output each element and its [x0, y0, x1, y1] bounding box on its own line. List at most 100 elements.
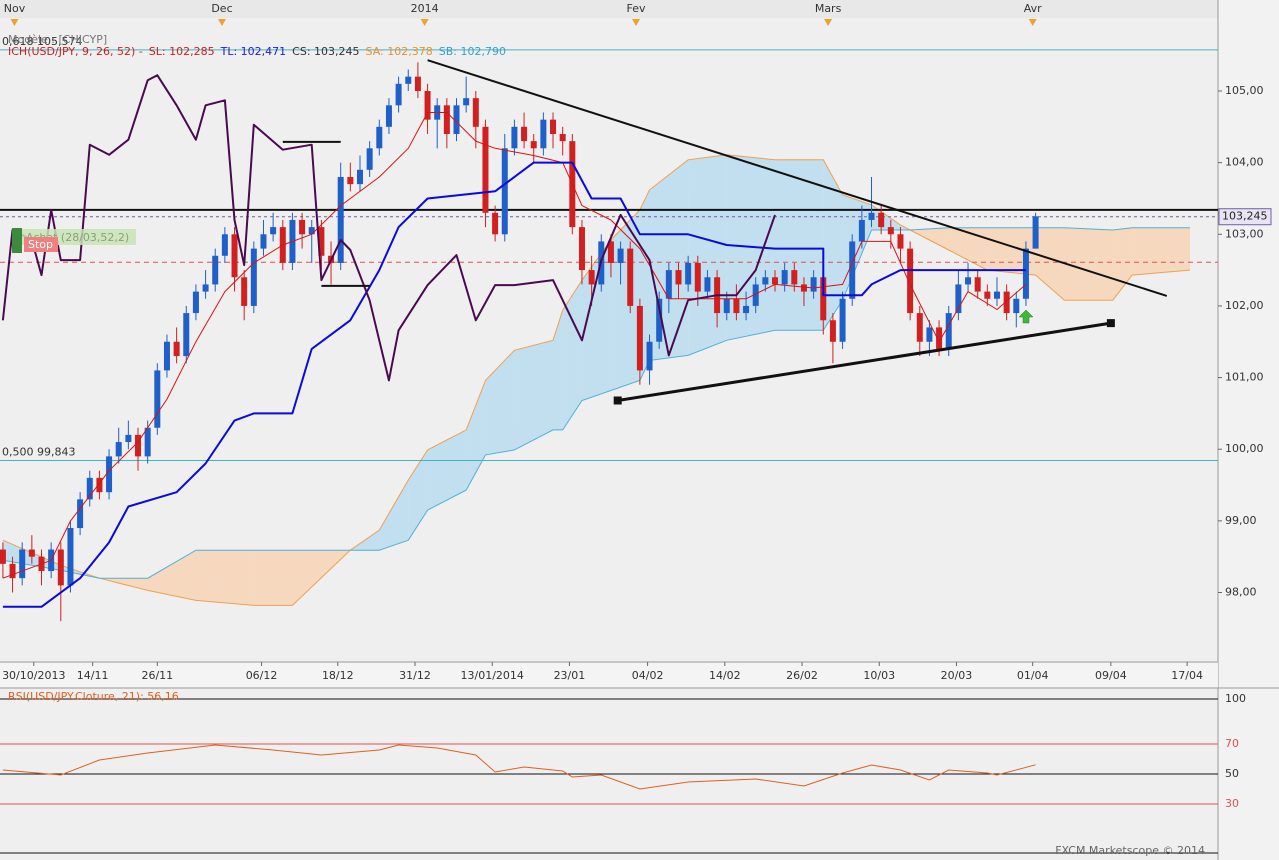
fib-label: 0,500 99,843: [2, 445, 75, 458]
candle-body: [1013, 298, 1020, 314]
x-tick-label: 14/02: [709, 669, 741, 682]
candle-body: [511, 126, 518, 149]
month-label: Avr: [1024, 2, 1042, 15]
fib-label: 0,618 105,574: [2, 35, 82, 48]
cloud-fill: [562, 280, 582, 430]
candle-body: [405, 76, 412, 84]
candle-body: [820, 277, 827, 321]
candle-body: [530, 141, 537, 149]
month-label: Nov: [4, 2, 26, 15]
candle-body: [395, 83, 402, 106]
candle-body: [926, 327, 933, 342]
candle-body: [540, 119, 547, 149]
candle-body: [163, 341, 170, 371]
rsi-level-label: 100: [1225, 692, 1246, 705]
legend-item: SL: 102,285: [149, 45, 215, 58]
month-marker: [420, 19, 429, 26]
candle-body: [656, 298, 663, 342]
month-label: Mars: [815, 2, 842, 15]
cloud-fill: [1035, 227, 1065, 301]
legend-item: CS: 103,245: [292, 45, 359, 58]
x-tick-label: 14/11: [77, 669, 109, 682]
legend: ICH(USD/JPY, 9, 26, 52) - SL: 102,285 TL: …: [8, 45, 506, 58]
candle-body: [974, 277, 981, 292]
candle-body: [250, 248, 257, 306]
candle-body: [308, 227, 315, 235]
x-tick-label: 31/12: [399, 669, 431, 682]
month-marker: [632, 19, 641, 26]
candle-body: [858, 219, 865, 242]
candle-body: [77, 499, 84, 529]
x-tick-label: 06/12: [246, 669, 278, 682]
candle-body: [135, 434, 142, 457]
candle-body: [907, 248, 914, 314]
candle-body: [550, 119, 557, 134]
cloud-fill: [1112, 227, 1133, 301]
indicator-line: [2, 112, 1027, 579]
candle-body: [607, 241, 614, 263]
cloud-fill: [379, 480, 409, 551]
x-tick-label: 09/04: [1095, 669, 1127, 682]
footer: FXCM Marketscope © 2014: [1055, 844, 1205, 857]
candle-body: [578, 227, 585, 271]
candle-body: [675, 270, 682, 285]
candle-body: [125, 434, 132, 443]
candle-body: [318, 227, 325, 256]
plot-area: [0, 49, 1218, 622]
candle-body: [723, 298, 730, 314]
candle-body: [356, 169, 363, 185]
candle-body: [810, 277, 817, 292]
candle-body: [260, 234, 267, 249]
rsi-level-label: 30: [1225, 797, 1239, 810]
cloud-fill: [948, 227, 988, 271]
candle-body: [154, 370, 161, 428]
candle-body: [144, 427, 151, 457]
date-axis: [0, 662, 1218, 688]
stop-label: Stop: [28, 238, 53, 251]
cloud-fill: [775, 159, 824, 331]
candle-body: [897, 234, 904, 249]
candle-body: [839, 298, 846, 342]
legend-item: ICH(USD/JPY, 9, 26, 52) -: [8, 45, 143, 58]
indicator-line: [2, 161, 1026, 608]
candle-body: [221, 234, 228, 256]
y-tick-label: 103,00: [1225, 227, 1264, 240]
candle-body: [762, 277, 769, 285]
candle-body: [202, 284, 209, 292]
candle-body: [183, 313, 190, 357]
trendline-anchor: [1106, 319, 1115, 328]
candle-body: [270, 227, 277, 235]
candle-body: [472, 98, 479, 127]
candle-body: [646, 341, 653, 371]
candle-body: [414, 76, 421, 91]
candle-body: [743, 305, 750, 314]
candle-body: [800, 284, 807, 292]
x-tick-label: 26/02: [786, 669, 818, 682]
candle-body: [173, 341, 180, 357]
y-tick-label: 98,00: [1225, 586, 1257, 599]
candle-body: [627, 248, 634, 306]
y-tick-label: 104,00: [1225, 156, 1264, 169]
candle-body: [829, 320, 836, 342]
candle-body: [9, 563, 16, 579]
candle-body: [86, 477, 93, 500]
rsi-line: [2, 744, 1036, 790]
candle-body: [733, 298, 740, 314]
cloud-fill: [427, 429, 467, 511]
y-tick-label: 99,00: [1225, 514, 1257, 527]
cloud-fill: [688, 154, 727, 356]
cloud-fill: [649, 159, 689, 361]
candle-body: [936, 327, 943, 349]
candle-body: [1032, 216, 1039, 249]
candle-body: [878, 212, 885, 228]
x-tick-label: 10/03: [863, 669, 895, 682]
candle-body: [0, 549, 6, 564]
candle-body: [617, 248, 624, 263]
candle-body: [424, 90, 431, 120]
signal-marker: [12, 228, 22, 253]
candle-body: [443, 105, 450, 134]
cloud-fill: [1064, 227, 1113, 301]
stop-box: [24, 237, 58, 252]
candle-body: [916, 313, 923, 342]
cloud-fill: [553, 310, 563, 430]
